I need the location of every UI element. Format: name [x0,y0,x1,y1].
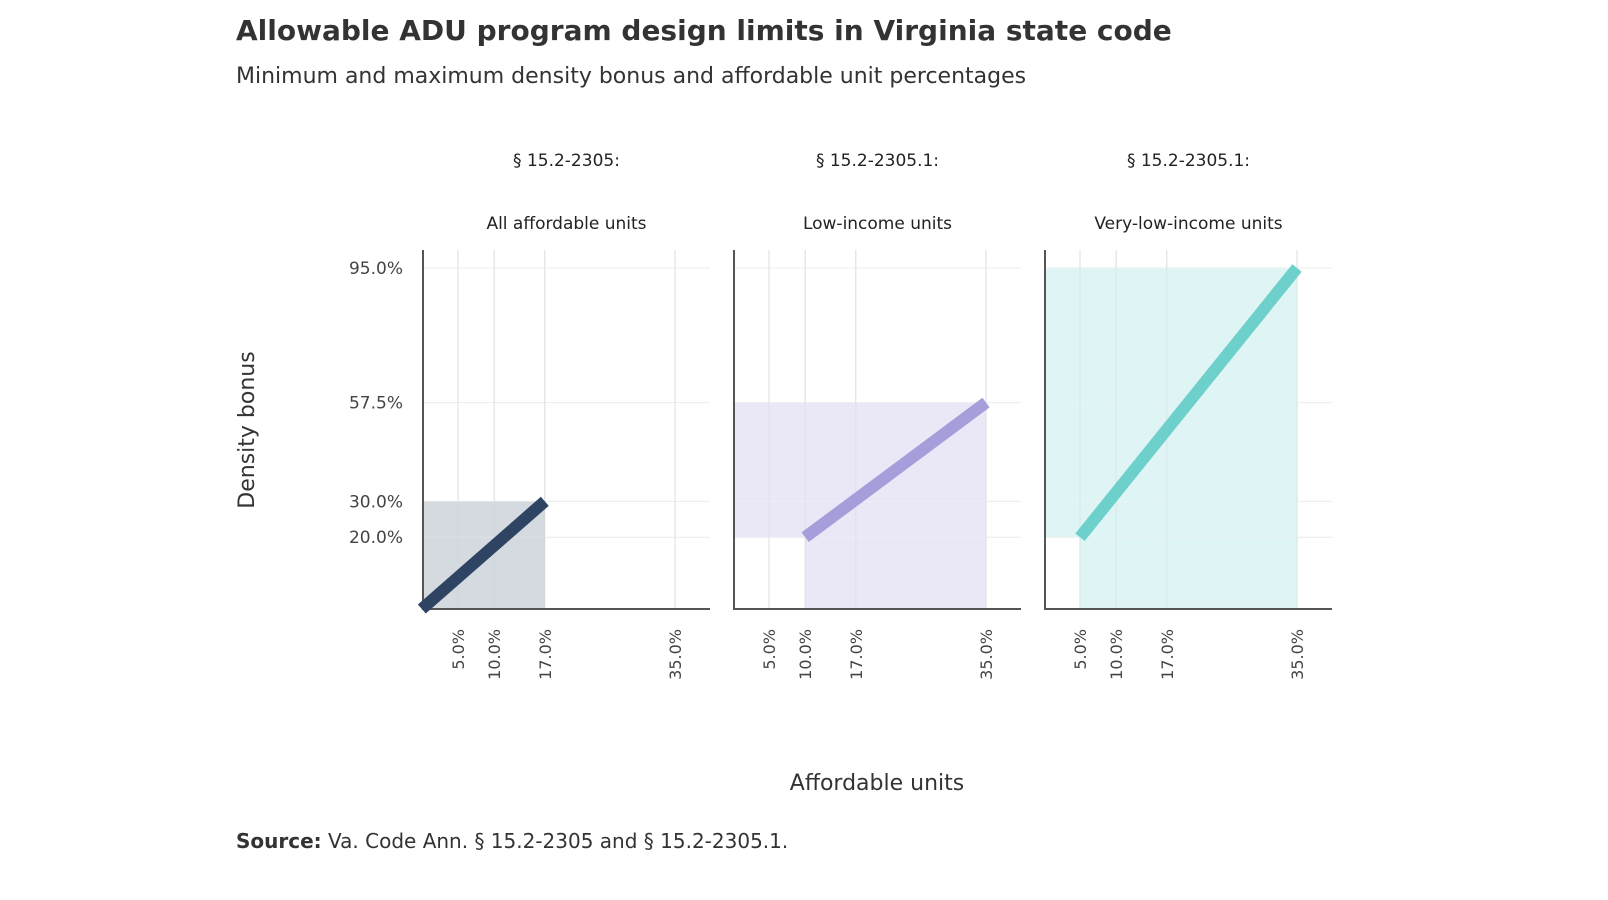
source-text: Va. Code Ann. § 15.2-2305 and § 15.2-230… [328,829,789,853]
allowable-region [1080,537,1297,609]
series-line [417,496,549,614]
y-tick-label: 30.0% [349,492,403,512]
x-tick-label: 35.0% [977,629,996,680]
panel-title-label: Very-low-income units [1094,214,1282,234]
chart-subtitle: Minimum and maximum density bonus and af… [236,64,1027,89]
panel-title-section: § 15.2-2305.1: [816,151,939,171]
x-tick-label: 5.0% [449,629,468,670]
y-tick-label: 95.0% [349,259,403,279]
x-tick-label: 5.0% [1071,629,1090,670]
x-tick-label: 17.0% [847,629,866,680]
x-tick-label: 17.0% [1158,629,1177,680]
allowable-region [732,402,986,538]
x-tick-label: 35.0% [1288,629,1307,680]
panel-title-section: § 15.2-2305: [513,151,620,171]
y-axis-title: Density bonus [235,351,260,508]
source-note: Source: Va. Code Ann. § 15.2-2305 and § … [236,829,788,853]
y-tick-label: 20.0% [349,528,403,548]
x-tick-label: 10.0% [1107,629,1126,680]
allowable-region [805,537,986,609]
panel-title-label: Low-income units [803,214,952,234]
chart-title: Allowable ADU program design limits in V… [236,14,1172,47]
x-tick-label: 35.0% [666,629,685,680]
series-line [1075,264,1302,541]
series-line [801,397,990,543]
x-tick-label: 10.0% [485,629,504,680]
y-tick-label: 57.5% [349,394,403,414]
panel-title-label: All affordable units [486,214,646,234]
x-tick-label: 10.0% [796,629,815,680]
x-axis-title: Affordable units [790,771,964,796]
panel-title-section: § 15.2-2305.1: [1127,151,1250,171]
source-label: Source: [236,829,322,853]
x-tick-label: 5.0% [760,629,779,670]
x-tick-label: 17.0% [536,629,555,680]
